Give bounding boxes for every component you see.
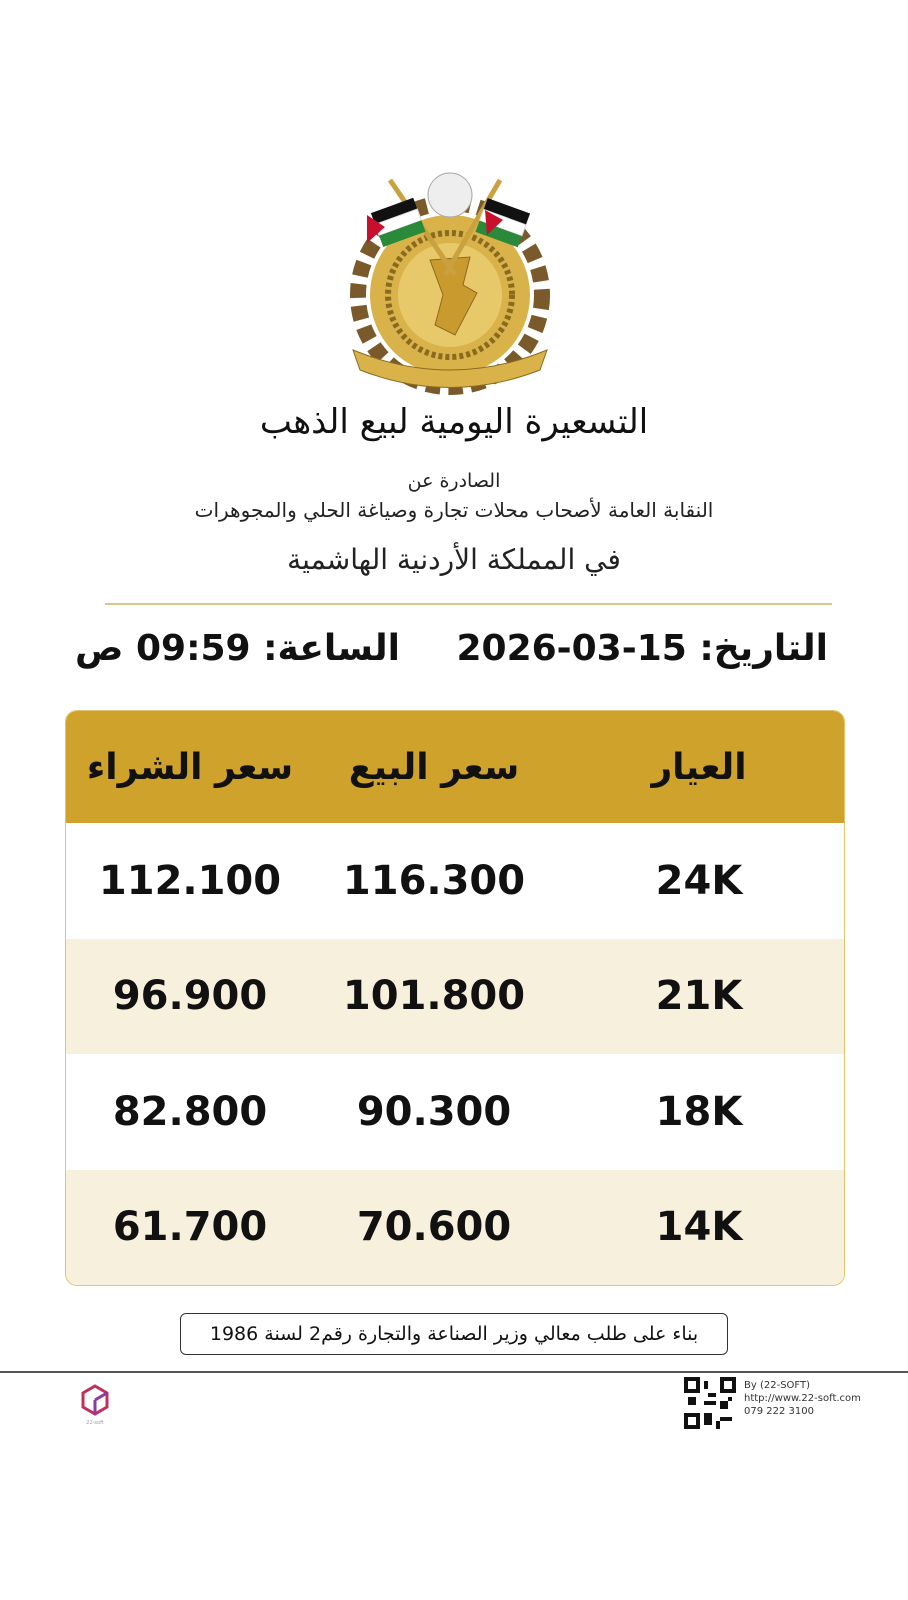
table-row: 14K 70.600 61.700 bbox=[66, 1169, 844, 1285]
sell-price: 70.600 bbox=[356, 1204, 512, 1251]
table-row: 24K 116.300 112.100 bbox=[66, 823, 844, 939]
footer-by: By (22-SOFT) bbox=[744, 1380, 810, 1391]
syndicate-logo bbox=[350, 172, 550, 395]
karat: 21K bbox=[655, 973, 743, 1020]
price-table: العيار سعر البيع سعر الشراء 24K 116.300 … bbox=[65, 710, 845, 1286]
country-name: في المملكة الأردنية الهاشمية bbox=[287, 543, 621, 576]
karat: 14K bbox=[655, 1204, 743, 1251]
footer-divider bbox=[0, 1371, 908, 1373]
sell-price: 116.300 bbox=[342, 857, 526, 904]
footer-url[interactable]: http://www.22-soft.com bbox=[744, 1393, 861, 1404]
buy-price: 61.700 bbox=[112, 1204, 268, 1251]
karat: 18K bbox=[655, 1088, 743, 1135]
date-value: 15-03-2026 bbox=[456, 628, 687, 669]
karat: 24K bbox=[655, 857, 743, 904]
qr-code-icon[interactable] bbox=[684, 1377, 736, 1429]
footer-phone: 079 222 3100 bbox=[744, 1406, 814, 1417]
table-header: العيار سعر البيع سعر الشراء bbox=[66, 711, 844, 823]
header-sell: سعر البيع bbox=[348, 746, 520, 788]
buy-price: 96.900 bbox=[112, 973, 268, 1020]
time-value: 09:59 ص bbox=[75, 628, 251, 669]
date-label: التاريخ: bbox=[699, 628, 828, 669]
table-row: 21K 101.800 96.900 bbox=[66, 938, 844, 1054]
organization-name: النقابة العامة لأصحاب محلات تجارة وصياغة… bbox=[194, 498, 714, 522]
buy-price: 112.100 bbox=[98, 857, 282, 904]
sell-price: 101.800 bbox=[342, 973, 526, 1020]
footer-credits: By (22-SOFT) http://www.22-soft.com 079 … bbox=[744, 1379, 861, 1418]
buy-price: 82.800 bbox=[112, 1088, 268, 1135]
time: الساعة: 09:59 ص bbox=[75, 628, 400, 669]
header-karat: العيار bbox=[651, 746, 747, 788]
page-title: التسعيرة اليومية لبيع الذهب bbox=[259, 402, 649, 442]
svg-text:22-soft: 22-soft bbox=[86, 1420, 104, 1426]
time-label: الساعة: bbox=[263, 628, 400, 669]
ministry-note: بناء على طلب معالي وزير الصناعة والتجارة… bbox=[180, 1313, 728, 1355]
22-soft-logo-icon: 22-soft bbox=[81, 1384, 109, 1426]
issued-by: الصادرة عن bbox=[407, 470, 501, 492]
header-buy: سعر الشراء bbox=[86, 746, 294, 788]
table-row: 18K 90.300 82.800 bbox=[66, 1054, 844, 1170]
divider bbox=[105, 603, 832, 605]
date: التاريخ: 15-03-2026 bbox=[456, 628, 828, 669]
sell-price: 90.300 bbox=[356, 1088, 512, 1135]
